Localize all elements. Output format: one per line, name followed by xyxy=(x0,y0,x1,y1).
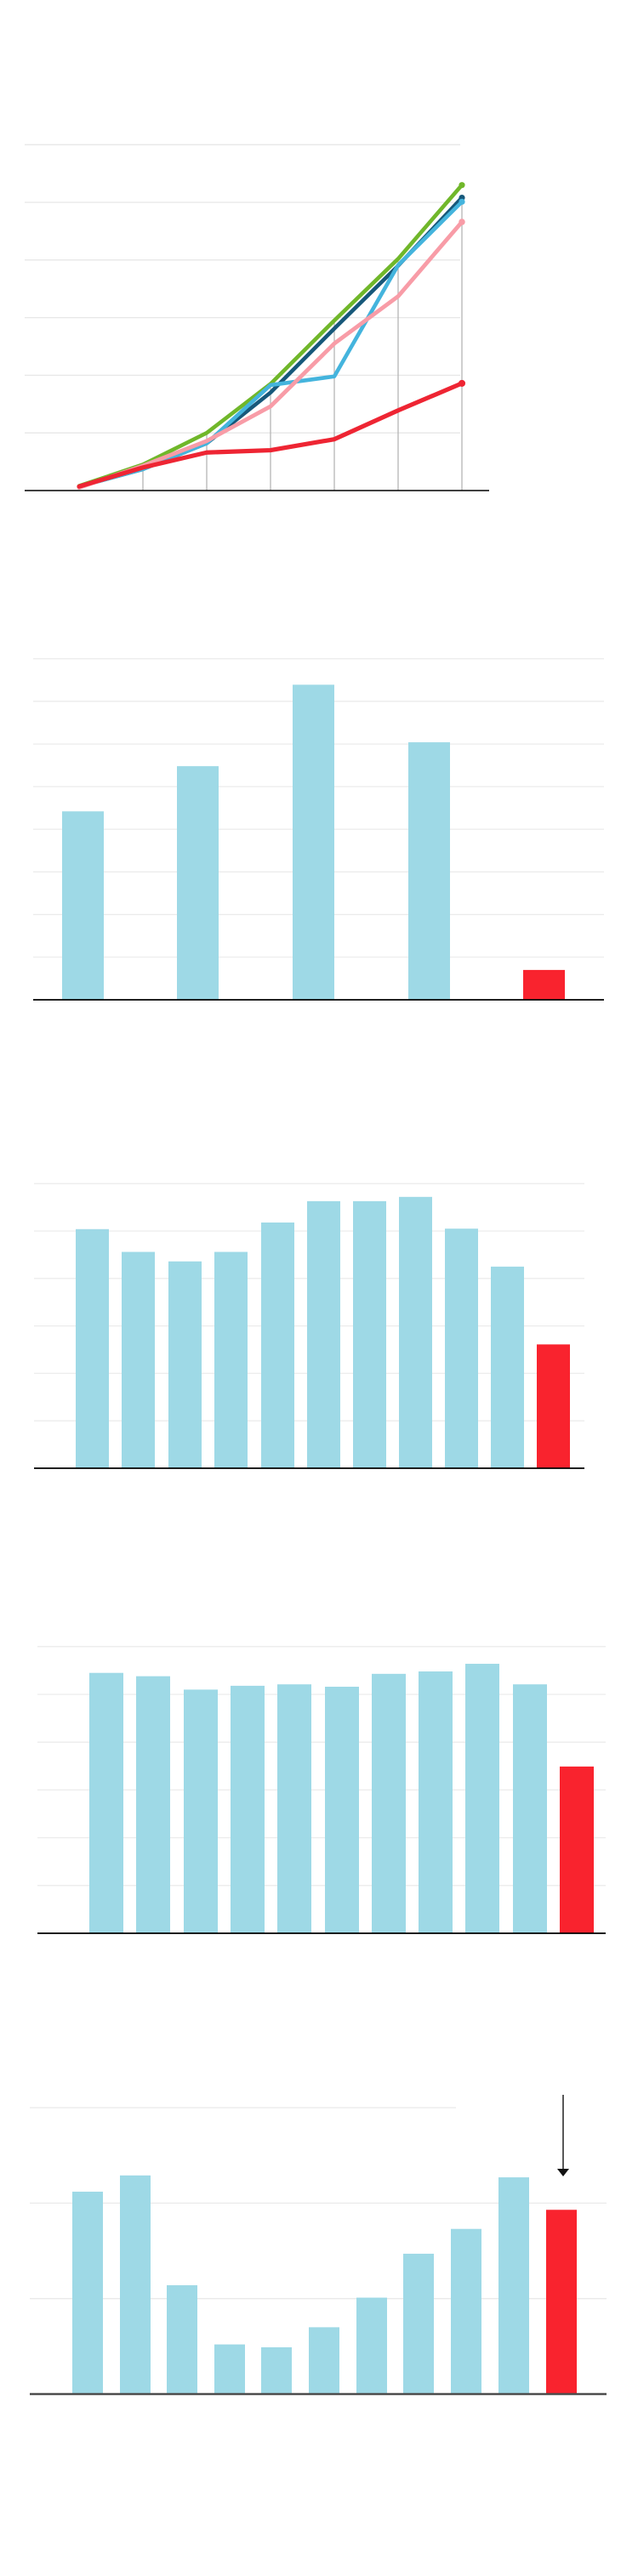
bar xyxy=(177,766,219,1000)
bar xyxy=(399,1196,432,1468)
bar xyxy=(214,1251,248,1468)
bar xyxy=(277,1684,311,1933)
bar xyxy=(76,1228,109,1468)
bar xyxy=(122,1251,155,1468)
bar xyxy=(451,2228,481,2394)
bar xyxy=(513,1684,547,1933)
bar xyxy=(293,684,334,1000)
bar xyxy=(325,1687,359,1933)
bar xyxy=(62,811,104,1000)
bar xyxy=(403,2253,434,2394)
bar xyxy=(214,2344,245,2394)
highlighted-red-bar xyxy=(537,1344,570,1468)
bar xyxy=(465,1664,499,1933)
bar xyxy=(261,2346,292,2394)
bar xyxy=(231,1685,265,1933)
highlighted-red-bar xyxy=(523,969,565,1000)
bar-chart-2 xyxy=(34,1183,584,1469)
bar xyxy=(408,742,450,1000)
bar xyxy=(184,1689,218,1933)
bar xyxy=(498,2177,529,2394)
red-line xyxy=(77,381,464,489)
bar xyxy=(445,1228,478,1468)
bar xyxy=(261,1222,294,1468)
bar xyxy=(353,1200,386,1468)
green-line-end-dot xyxy=(459,182,465,189)
highlighted-red-bar xyxy=(546,2210,577,2394)
arrow-head-down-icon xyxy=(557,2169,569,2176)
bar xyxy=(136,1676,170,1933)
line-chart-exponential-growth xyxy=(25,144,489,491)
red-line-end-dot xyxy=(458,379,466,387)
bar xyxy=(120,2175,151,2394)
highlighted-red-bar xyxy=(560,1766,594,1933)
bar xyxy=(89,1672,123,1933)
bar xyxy=(372,1673,406,1933)
bar-chart-1 xyxy=(33,658,604,1001)
cyan-line-end-dot xyxy=(459,198,465,205)
bar xyxy=(72,2191,103,2394)
bar xyxy=(356,2297,387,2394)
bar-chart-3 xyxy=(37,1646,606,1934)
bar xyxy=(309,2327,339,2394)
bar-chart-4-with-arrow xyxy=(30,2095,607,2396)
pink-line-end-dot xyxy=(459,218,465,225)
bar xyxy=(491,1266,524,1468)
bar xyxy=(419,1671,453,1933)
bar xyxy=(168,1261,202,1468)
bar xyxy=(307,1200,340,1468)
bar xyxy=(167,2284,197,2394)
